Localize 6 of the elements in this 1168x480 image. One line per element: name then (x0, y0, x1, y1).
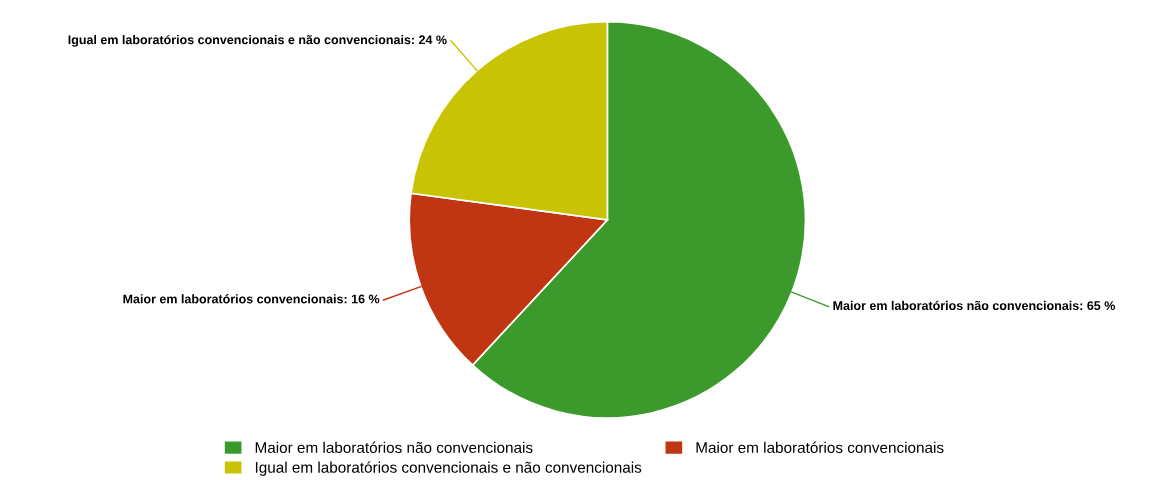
data-label: Maior em laboratórios não convencionais: 65 % (833, 300, 1115, 311)
data-label: Igual em laboratórios convencionais e não convencionais: 24 % (68, 34, 447, 47)
legend-label: Maior em laboratórios não convencionais (255, 441, 533, 454)
legend-label: Igual em laboratórios convencionais e não convencionais (255, 461, 642, 476)
legend-label: Maior em laboratórios convencionais (696, 441, 944, 454)
data-label: Maior em laboratórios convencionais: 16 % (123, 294, 380, 304)
